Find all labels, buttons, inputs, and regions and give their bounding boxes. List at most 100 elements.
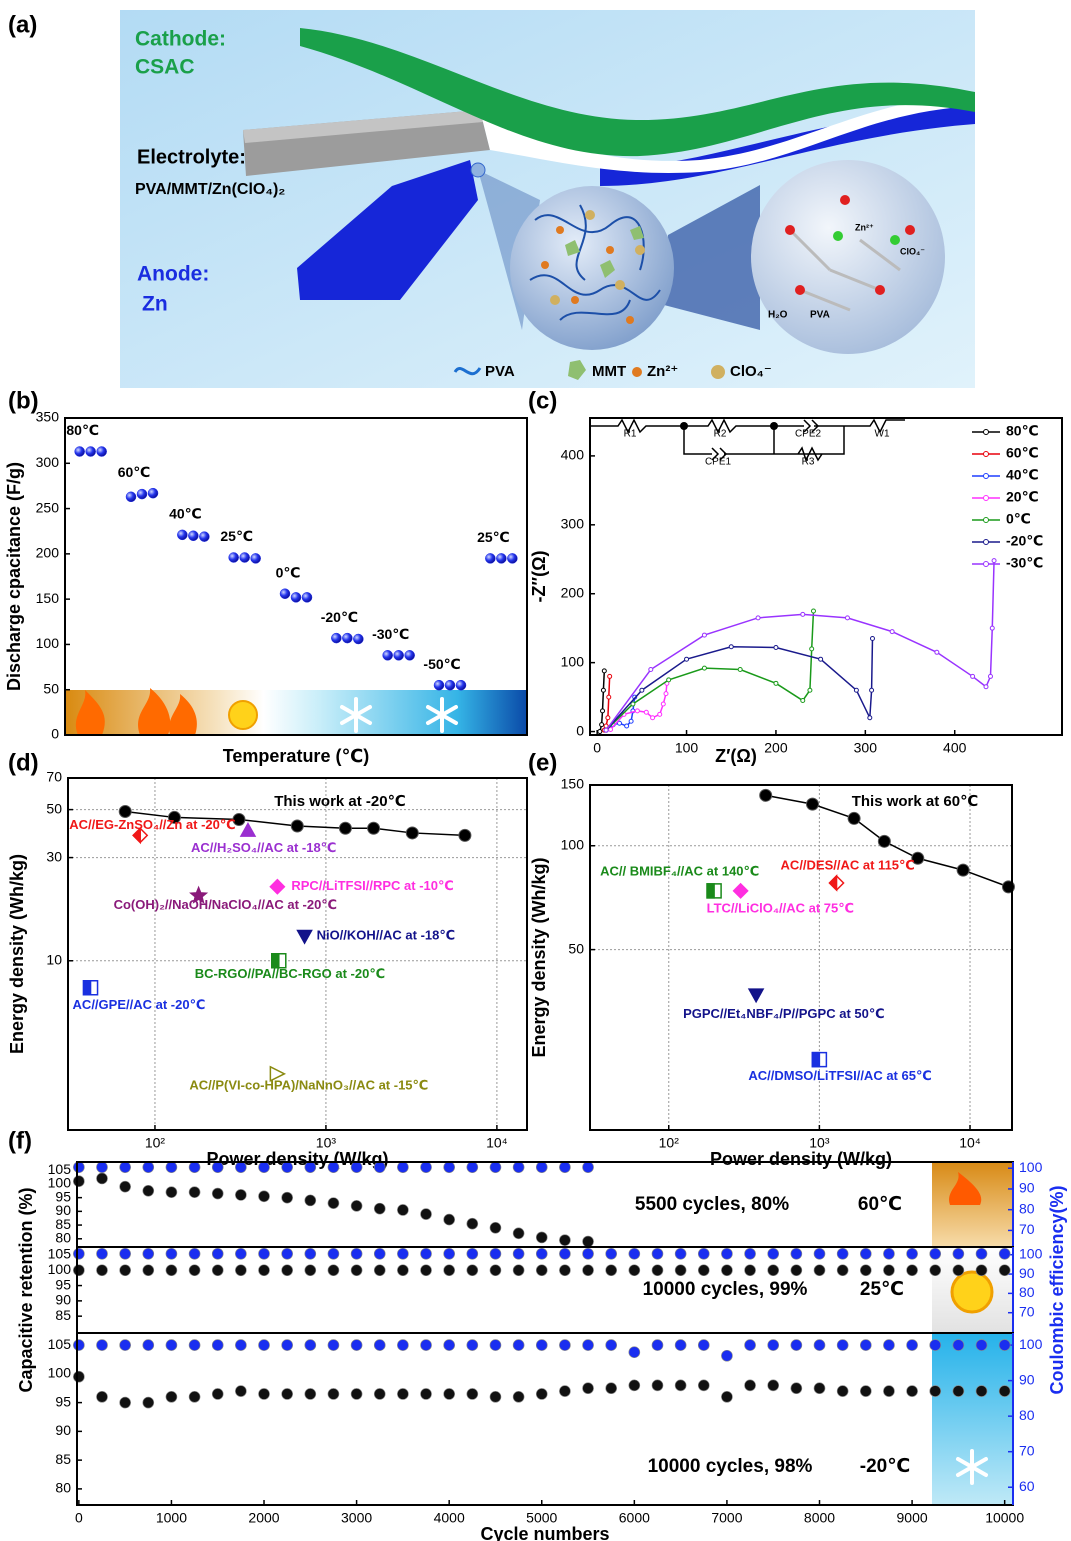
data-line <box>605 610 815 731</box>
legend-swatch <box>983 473 989 479</box>
annotation: 10000 cycles, 98% <box>648 1456 813 1477</box>
data-point <box>639 687 645 693</box>
data-point <box>800 611 806 617</box>
decoration-part <box>228 700 258 730</box>
x-axis-label: Power density (W/kg) <box>206 1149 388 1169</box>
y-tick-label: 100 <box>561 653 585 669</box>
data-point <box>582 1264 594 1277</box>
data-point <box>397 1161 409 1173</box>
data-point <box>489 1247 502 1260</box>
category-label: 25℃ <box>220 528 253 544</box>
y-tick-label: 150 <box>561 776 585 792</box>
decoration-part-part <box>711 419 820 461</box>
data-point <box>847 811 861 825</box>
panel-label: (e) <box>528 749 557 776</box>
legend-swatch <box>983 429 989 435</box>
circuit-label: R3 <box>802 457 815 468</box>
data-point <box>507 553 518 564</box>
data-point <box>952 1339 965 1351</box>
data-point <box>96 446 107 457</box>
data-point <box>512 1264 525 1277</box>
data-point <box>489 1161 502 1173</box>
data-point <box>721 1247 733 1260</box>
point-label: LTC//LiClO₄//AC at 75℃ <box>707 900 854 915</box>
anode-material: Zn <box>142 293 168 316</box>
annotation: 25℃ <box>860 1279 904 1300</box>
data-point <box>601 668 607 674</box>
data-point <box>188 1339 201 1351</box>
data-point <box>211 1339 224 1351</box>
x-tick-label: 1000 <box>156 1510 187 1526</box>
data-point <box>466 1388 479 1400</box>
data-point <box>535 1339 548 1351</box>
y2-tick-label: 70 <box>1019 1221 1035 1237</box>
y-tick-label: 300 <box>561 516 585 532</box>
data-point <box>239 552 250 563</box>
data-point <box>136 488 148 500</box>
schematic-part <box>541 226 634 324</box>
data-point <box>281 1339 293 1351</box>
data-point <box>605 715 611 721</box>
y-axis-label: Energy density (Wh/kg) <box>529 857 549 1057</box>
data-point <box>512 1339 525 1351</box>
y-tick-label: 95 <box>55 1276 71 1292</box>
data-point <box>684 656 690 662</box>
schematic-part-part <box>840 195 850 205</box>
data-point <box>952 1247 965 1260</box>
schematic-part-part <box>626 316 634 324</box>
data-point <box>147 487 159 499</box>
data-point <box>235 1247 247 1260</box>
data-point <box>96 1391 108 1403</box>
data-point <box>211 1264 224 1277</box>
legend-swatch <box>983 539 989 545</box>
data-point <box>790 1264 803 1277</box>
data-point <box>906 1264 918 1277</box>
data-point <box>559 1247 571 1260</box>
data-point <box>559 1264 571 1277</box>
marker-shape <box>458 828 472 842</box>
data-point <box>706 883 722 899</box>
data-point <box>489 1339 502 1351</box>
data-point <box>987 673 993 679</box>
data-point <box>535 1388 548 1400</box>
x-tick-label: 10² <box>659 1135 680 1151</box>
data-point <box>535 1264 548 1277</box>
data-point <box>600 708 606 714</box>
y2-tick-label: 80 <box>1019 1407 1035 1423</box>
data-point <box>269 1065 287 1083</box>
data-point <box>350 1247 363 1260</box>
y-tick-label: 90 <box>55 1422 71 1438</box>
data-point <box>443 1339 455 1351</box>
x-tick-label: 10² <box>145 1135 166 1151</box>
panel-label: (a) <box>8 11 37 38</box>
data-point <box>211 1187 224 1200</box>
marker-shape <box>189 885 209 904</box>
data-point <box>142 1161 155 1173</box>
data-point <box>906 1339 918 1351</box>
data-point <box>350 1339 363 1351</box>
plot-frame <box>589 784 1013 1131</box>
x-tick-label: 300 <box>854 740 878 756</box>
data-point <box>983 684 989 690</box>
data-point <box>188 1186 201 1198</box>
marker-shape <box>759 788 773 802</box>
molecule-label: H₂O <box>768 310 788 321</box>
schematic-part-part <box>905 225 915 235</box>
data-point <box>279 588 291 599</box>
data-point <box>367 821 381 835</box>
data-point <box>405 826 419 840</box>
data-point <box>805 797 819 811</box>
data-point <box>258 1339 270 1351</box>
data-point <box>420 1247 432 1260</box>
legend-label: MMT <box>592 363 626 380</box>
data-point <box>489 1391 502 1403</box>
schematic-part-part <box>829 268 881 292</box>
data-point <box>177 529 188 541</box>
data-point <box>373 1264 386 1277</box>
schematic-part <box>453 367 482 376</box>
data-point <box>859 1247 872 1260</box>
decoration-part <box>75 688 197 735</box>
data-point <box>628 1346 641 1358</box>
marker-shape <box>911 851 925 865</box>
data-point <box>744 1339 756 1351</box>
